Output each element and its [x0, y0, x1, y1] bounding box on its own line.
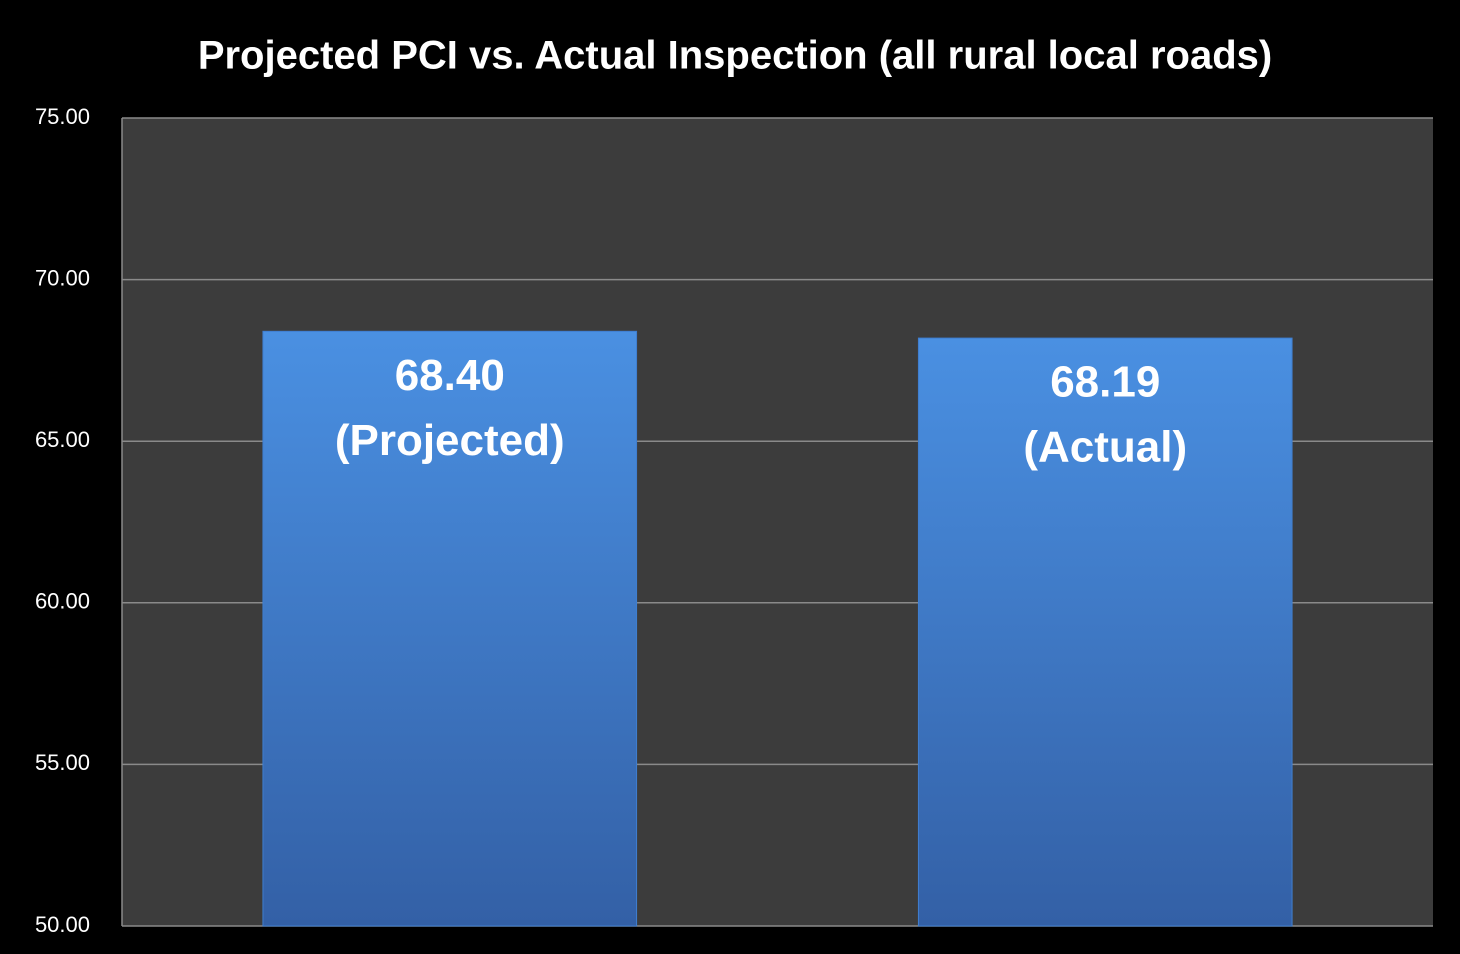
category-label: (Actual) — [1023, 423, 1187, 472]
value-label: 68.19 — [1050, 358, 1160, 407]
y-tick-label: 50.00 — [35, 912, 90, 937]
chart-title: Projected PCI vs. Actual Inspection (all… — [198, 34, 1272, 78]
value-label: 68.40 — [395, 351, 505, 400]
y-tick-label: 70.00 — [35, 265, 90, 290]
y-tick-label: 65.00 — [35, 427, 90, 452]
y-tick-label: 75.00 — [35, 104, 90, 129]
y-tick-label: 55.00 — [35, 750, 90, 775]
bar — [262, 330, 638, 927]
y-tick-label: 60.00 — [35, 589, 90, 614]
bar — [917, 337, 1293, 927]
category-label: (Projected) — [335, 416, 565, 465]
